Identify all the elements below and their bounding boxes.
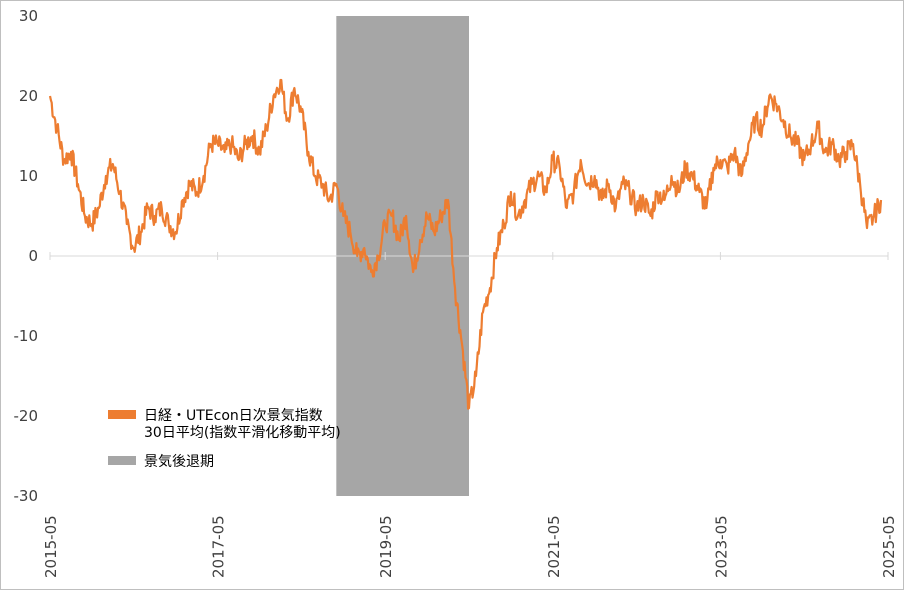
legend-series-label-line2: 30日平均(指数平滑化移動平均) bbox=[144, 424, 341, 441]
series-layer bbox=[48, 78, 883, 410]
series-line-daily-index bbox=[48, 78, 883, 410]
y-tick-label: 0 bbox=[28, 247, 38, 265]
y-tick-label: 10 bbox=[19, 167, 38, 185]
y-tick-label: -20 bbox=[14, 407, 39, 425]
x-tick-label: 2025-05 bbox=[880, 515, 898, 578]
x-tick-label: 2019-05 bbox=[377, 515, 395, 578]
legend-band-swatch bbox=[108, 456, 136, 465]
x-tick-label: 2023-05 bbox=[712, 515, 730, 578]
x-tick-label: 2017-05 bbox=[210, 515, 228, 578]
y-tick-label: -10 bbox=[14, 327, 39, 345]
y-tick-label: -30 bbox=[14, 487, 39, 505]
legend: 日経・UTEcon日次景気指数 30日平均(指数平滑化移動平均) 景気後退期 bbox=[108, 408, 341, 470]
legend-series-label-line1: 日経・UTEcon日次景気指数 bbox=[144, 408, 323, 424]
legend-series-swatch bbox=[108, 410, 136, 419]
y-tick-label: 30 bbox=[19, 7, 38, 25]
x-tick-label: 2015-05 bbox=[42, 515, 60, 578]
y-tick-label: 20 bbox=[19, 87, 38, 105]
x-tick-label: 2021-05 bbox=[545, 515, 563, 578]
legend-band-label: 景気後退期 bbox=[144, 454, 214, 470]
